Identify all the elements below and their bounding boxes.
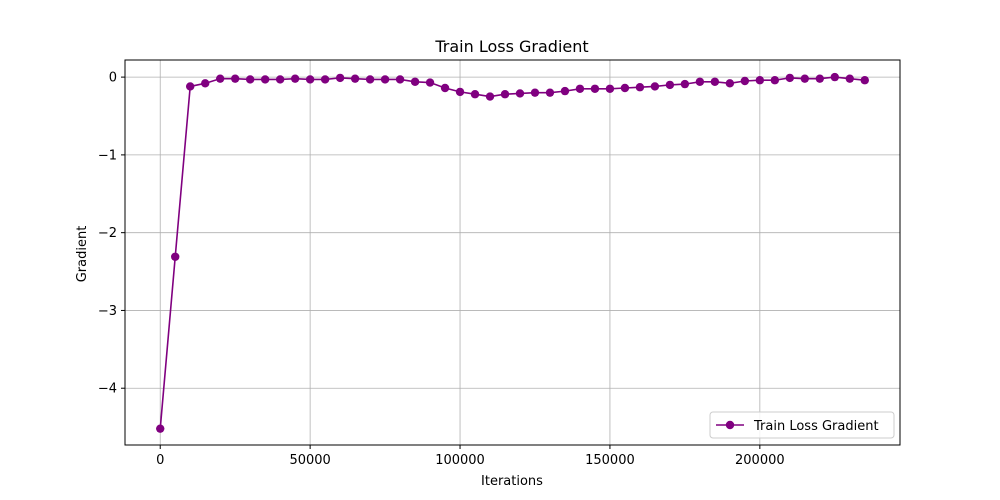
data-point bbox=[275, 75, 285, 84]
data-point bbox=[365, 75, 375, 84]
data-point bbox=[635, 83, 645, 92]
data-point bbox=[485, 92, 495, 101]
y-tick-label: −1 bbox=[98, 148, 117, 163]
data-point bbox=[530, 88, 540, 97]
y-axis-label: Gradient bbox=[75, 226, 90, 283]
data-point bbox=[590, 84, 600, 93]
data-point bbox=[725, 79, 735, 88]
legend: Train Loss Gradient bbox=[709, 411, 895, 439]
y-tick-label: −4 bbox=[98, 382, 117, 397]
x-tick-label: 0 bbox=[156, 453, 164, 468]
data-point bbox=[215, 74, 225, 83]
x-axis-ticks: 0 50000 100000 150000 200000 bbox=[156, 445, 785, 468]
data-point bbox=[830, 72, 839, 82]
data-point bbox=[770, 76, 780, 85]
data-point bbox=[755, 76, 765, 85]
legend-label: Train Loss Gradient bbox=[753, 419, 879, 434]
x-tick-label: 100000 bbox=[435, 453, 485, 468]
data-point bbox=[575, 84, 585, 93]
data-point bbox=[260, 75, 270, 84]
data-point bbox=[695, 77, 705, 86]
data-point bbox=[350, 74, 360, 83]
legend-marker bbox=[725, 420, 735, 430]
data-point bbox=[785, 73, 795, 83]
x-tick-label: 50000 bbox=[289, 453, 330, 468]
data-point bbox=[560, 86, 570, 96]
data-point bbox=[665, 80, 675, 90]
data-point bbox=[650, 82, 660, 91]
data-point bbox=[305, 75, 315, 84]
data-point bbox=[605, 84, 615, 93]
series-layer bbox=[156, 72, 869, 433]
data-point bbox=[710, 77, 720, 86]
data-point bbox=[171, 252, 180, 261]
data-point bbox=[545, 88, 555, 97]
plot-frame bbox=[124, 59, 901, 446]
y-tick-label: −3 bbox=[98, 304, 117, 319]
data-point bbox=[245, 75, 255, 84]
y-tick-label: 0 bbox=[109, 71, 117, 86]
data-point bbox=[200, 79, 210, 88]
data-point bbox=[380, 75, 390, 84]
y-axis-ticks: 0 −1 −2 −3 −4 bbox=[98, 71, 125, 397]
data-point bbox=[620, 83, 630, 93]
data-point bbox=[800, 74, 810, 83]
data-point bbox=[395, 75, 405, 84]
data-point bbox=[470, 90, 480, 99]
data-point bbox=[515, 89, 525, 98]
data-point bbox=[845, 74, 854, 83]
data-point bbox=[500, 90, 510, 99]
data-point bbox=[335, 73, 345, 83]
data-point bbox=[186, 82, 195, 91]
legend-box bbox=[709, 411, 895, 439]
x-axis-label: Iterations bbox=[481, 474, 543, 489]
grid bbox=[125, 60, 900, 445]
data-point bbox=[156, 424, 165, 433]
data-point bbox=[740, 76, 750, 86]
data-point bbox=[860, 76, 869, 85]
y-tick-label: −2 bbox=[98, 226, 117, 241]
data-point bbox=[815, 74, 825, 83]
data-point bbox=[425, 78, 435, 87]
data-point bbox=[455, 87, 465, 97]
data-point bbox=[290, 74, 300, 83]
data-point bbox=[320, 75, 330, 84]
x-tick-label: 200000 bbox=[735, 453, 785, 468]
data-point bbox=[410, 77, 420, 86]
data-point bbox=[440, 83, 450, 93]
data-point bbox=[680, 79, 690, 89]
data-point bbox=[230, 74, 240, 83]
x-tick-label: 150000 bbox=[585, 453, 635, 468]
chart-title: Train Loss Gradient bbox=[434, 37, 588, 56]
